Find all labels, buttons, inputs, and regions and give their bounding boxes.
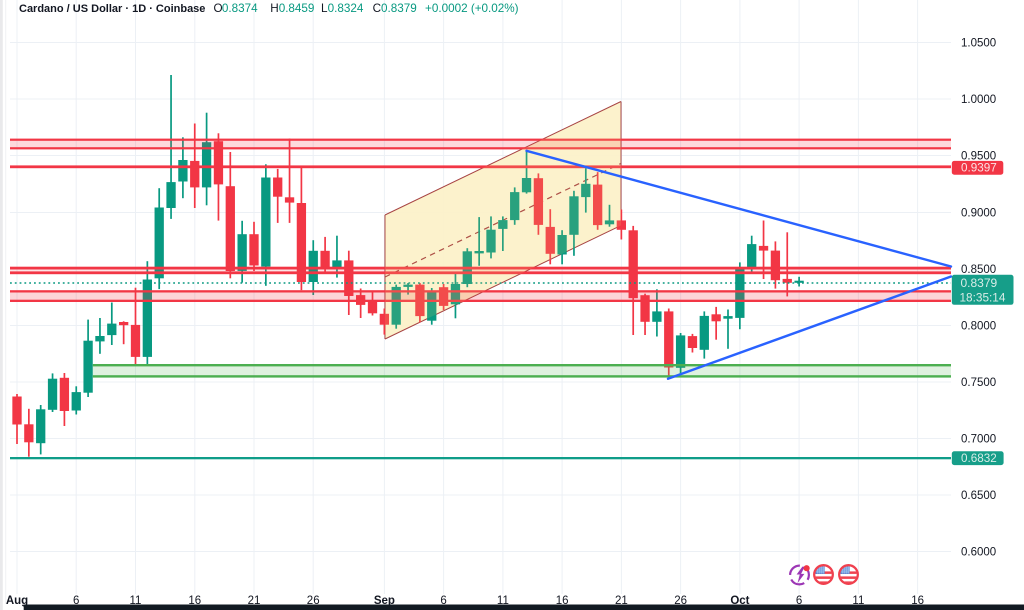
svg-text:0.6500: 0.6500 — [961, 490, 996, 502]
svg-text:Aug: Aug — [6, 595, 28, 607]
svg-text:0.8379: 0.8379 — [381, 2, 417, 15]
svg-text:0.8500: 0.8500 — [961, 264, 996, 276]
svg-text:H: H — [270, 2, 278, 15]
svg-text:1.0500: 1.0500 — [961, 38, 996, 50]
svg-text:18:35:14: 18:35:14 — [960, 290, 1006, 304]
svg-text:0.7000: 0.7000 — [961, 434, 996, 446]
svg-text:0.9000: 0.9000 — [961, 208, 996, 220]
svg-text:16: 16 — [556, 595, 569, 607]
svg-text:1.0000: 1.0000 — [961, 94, 996, 106]
svg-text:O: O — [214, 2, 223, 15]
svg-text:16: 16 — [188, 595, 201, 607]
svg-text:0.8000: 0.8000 — [961, 321, 996, 333]
svg-text:Cardano / US Dollar · 1D · Coi: Cardano / US Dollar · 1D · Coinbase — [19, 3, 205, 15]
svg-text:21: 21 — [615, 595, 628, 607]
svg-text:21: 21 — [248, 595, 261, 607]
svg-text:26: 26 — [307, 595, 320, 607]
svg-text:0.8324: 0.8324 — [328, 2, 364, 15]
svg-text:Oct: Oct — [730, 595, 749, 607]
svg-text:6: 6 — [440, 595, 446, 607]
svg-text:0.9397: 0.9397 — [961, 162, 997, 175]
svg-text:0.8459: 0.8459 — [279, 2, 315, 15]
svg-text:+0.0002 (+0.02%): +0.0002 (+0.02%) — [425, 2, 519, 15]
svg-text:C: C — [373, 2, 381, 15]
svg-text:0.7500: 0.7500 — [961, 377, 996, 389]
svg-text:11: 11 — [852, 595, 864, 607]
svg-text:11: 11 — [130, 595, 142, 607]
svg-text:26: 26 — [674, 595, 687, 607]
svg-text:11: 11 — [497, 595, 509, 607]
svg-text:6: 6 — [73, 595, 79, 607]
svg-text:0.6832: 0.6832 — [961, 452, 997, 465]
svg-text:0.8379: 0.8379 — [961, 276, 998, 290]
svg-text:6: 6 — [796, 595, 802, 607]
svg-text:0.9500: 0.9500 — [961, 151, 996, 163]
svg-text:0.8374: 0.8374 — [222, 2, 258, 15]
svg-text:L: L — [321, 2, 328, 15]
svg-text:0.6000: 0.6000 — [961, 547, 996, 559]
svg-text:16: 16 — [911, 595, 924, 607]
svg-text:Sep: Sep — [374, 595, 395, 607]
